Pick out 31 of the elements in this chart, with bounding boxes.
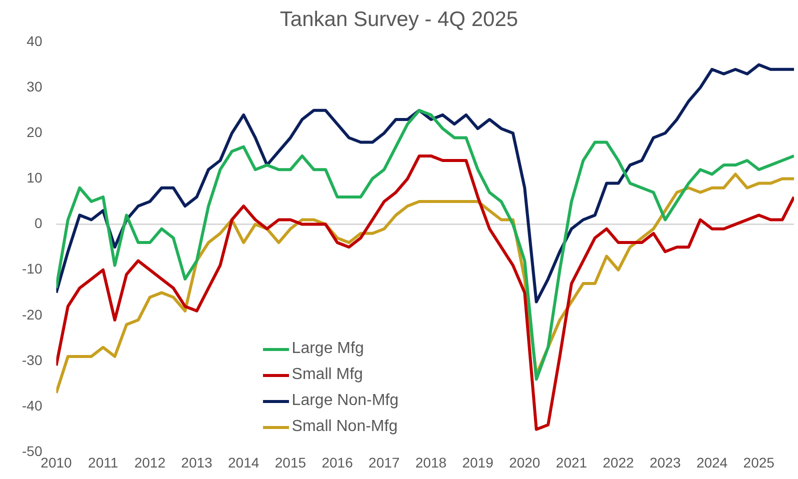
x-tick-label: 2016 bbox=[322, 454, 354, 470]
x-tick-label: 2010 bbox=[40, 454, 72, 470]
x-tick-label: 2019 bbox=[462, 454, 494, 470]
y-tick-label: -20 bbox=[22, 306, 42, 322]
x-tick-label: 2020 bbox=[509, 454, 540, 470]
chart-title: Tankan Survey - 4Q 2025 bbox=[278, 8, 520, 32]
legend-label: Small Mfg bbox=[292, 366, 363, 384]
y-tick-label: 30 bbox=[26, 78, 42, 94]
x-tick-label: 2018 bbox=[415, 454, 447, 470]
x-tick-label: 2012 bbox=[134, 454, 166, 470]
x-tick-label: 2011 bbox=[88, 454, 118, 470]
x-tick-label: 2014 bbox=[228, 454, 260, 470]
x-tick-label: 2013 bbox=[181, 454, 213, 470]
x-tick-label: 2015 bbox=[274, 454, 306, 470]
x-tick-label: 2022 bbox=[602, 454, 634, 470]
y-tick-label: 10 bbox=[26, 170, 42, 186]
y-tick-label: -30 bbox=[22, 352, 42, 368]
x-tick-label: 2021 bbox=[556, 454, 588, 470]
x-tick-label: 2025 bbox=[743, 454, 775, 470]
y-tick-label: 20 bbox=[26, 124, 42, 140]
y-tick-label: 40 bbox=[26, 32, 42, 49]
y-tick-label: 0 bbox=[34, 215, 42, 232]
x-tick-label: 2024 bbox=[696, 454, 728, 470]
legend-label: Small Non-Mfg bbox=[292, 418, 398, 436]
legend-label: Large Mfg bbox=[292, 340, 364, 358]
legend-label: Large Non-Mfg bbox=[292, 392, 399, 410]
x-tick-label: 2023 bbox=[650, 454, 681, 470]
y-tick-label: -50 bbox=[22, 443, 42, 460]
x-tick-label: 2017 bbox=[368, 454, 400, 470]
y-tick-label: -10 bbox=[22, 260, 42, 277]
y-tick-label: -40 bbox=[22, 397, 42, 414]
